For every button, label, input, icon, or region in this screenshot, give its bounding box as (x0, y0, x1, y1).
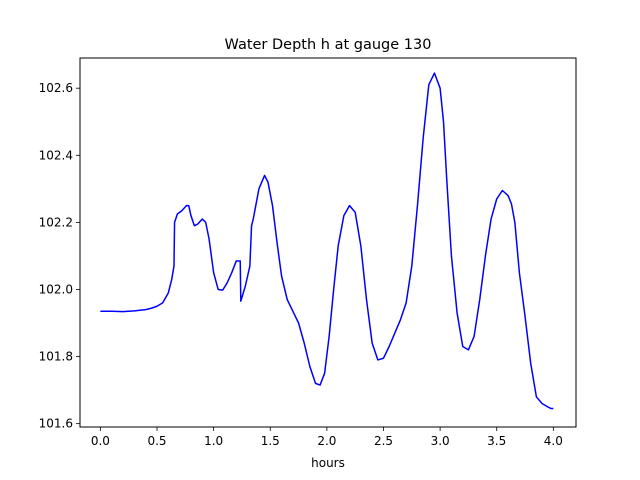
x-tick-label: 3.5 (487, 434, 506, 448)
series-line-0 (100, 72, 554, 410)
x-tick-label: 0.0 (91, 434, 110, 448)
plot-area (100, 72, 554, 410)
chart-title: Water Depth h at gauge 130 (225, 37, 432, 53)
y-tick-label: 102.4 (39, 148, 73, 162)
x-tick-label: 2.0 (317, 434, 336, 448)
x-tick-label: 1.5 (261, 434, 280, 448)
x-axis: 0.0 0.5 1.0 1.5 2.0 2.5 3.0 3.5 4.0 (91, 427, 563, 448)
y-tick-label: 101.8 (39, 350, 73, 364)
y-tick-label: 101.6 (39, 417, 73, 431)
x-tick-label: 2.5 (374, 434, 393, 448)
y-tick-label: 102.6 (39, 81, 73, 95)
x-tick-label: 3.0 (431, 434, 450, 448)
y-tick-label: 102.0 (39, 282, 73, 296)
x-tick-label: 4.0 (544, 434, 563, 448)
x-tick-label: 1.0 (204, 434, 223, 448)
x-tick-label: 0.5 (147, 434, 166, 448)
y-tick-label: 102.2 (39, 215, 73, 229)
axes-frame (79, 57, 577, 428)
y-axis: 101.6 101.8 102.0 102.2 102.4 102.6 (39, 81, 80, 431)
x-axis-label: hours (311, 456, 345, 470)
